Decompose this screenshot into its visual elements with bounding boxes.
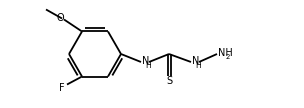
Text: H: H [146,61,151,70]
Text: H: H [196,61,201,70]
Text: 2: 2 [225,54,230,60]
Text: F: F [59,83,65,93]
Text: N: N [192,56,199,66]
Text: S: S [166,76,172,86]
Text: NH: NH [218,48,233,58]
Text: O: O [56,14,64,23]
Text: N: N [142,56,149,66]
